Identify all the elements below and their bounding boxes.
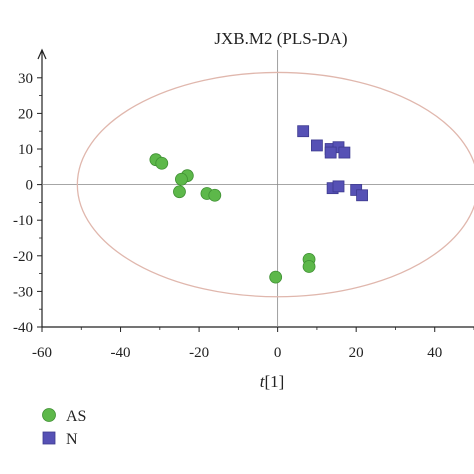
- data-point-n: [338, 146, 351, 159]
- data-point-as: [302, 260, 316, 273]
- y-axis-arrow: [37, 48, 47, 60]
- axes: -40 -30 -20 -10 0 10 20 30 -60 -40 -20 0 20 40: [13, 48, 474, 361]
- y-tick-label: -10: [13, 213, 33, 229]
- x-tick-label: 20: [349, 345, 364, 361]
- data-point-n: [324, 146, 337, 159]
- data-points: [149, 125, 368, 284]
- hotelling-t2-ellipse: [76, 71, 474, 298]
- y-tick-label: -20: [13, 249, 33, 265]
- legend-label-as: AS: [66, 408, 86, 425]
- data-point-n: [356, 189, 368, 202]
- data-point-n: [297, 125, 310, 138]
- data-point-as: [175, 172, 188, 186]
- x-axis-label-rest: [1]: [264, 372, 284, 391]
- x-tick-label: -60: [32, 345, 52, 361]
- confidence-ellipse-layer: [76, 71, 474, 298]
- legend-label-n: N: [66, 431, 78, 448]
- x-tick-label: -20: [189, 345, 209, 361]
- y-tick-label: 0: [26, 178, 34, 194]
- y-tick-label: 20: [18, 106, 33, 122]
- legend-marker-n: [42, 431, 56, 445]
- x-axis-label: t[1]: [260, 372, 285, 391]
- x-tick-label: 40: [427, 345, 442, 361]
- data-point-as: [155, 156, 169, 170]
- chart-title: JXB.M2 (PLS-DA): [214, 29, 347, 48]
- legend-marker-as: [42, 408, 56, 422]
- x-axis-label-italic: t: [260, 372, 266, 391]
- x-tick-label: 0: [274, 345, 282, 361]
- x-tick-label: -40: [111, 345, 131, 361]
- data-point-n: [332, 180, 345, 193]
- data-point-as: [208, 188, 222, 202]
- legend: AS N: [42, 408, 86, 448]
- y-tick-label: -40: [13, 320, 33, 336]
- y-tick-label: 30: [18, 71, 33, 87]
- data-point-as: [269, 270, 283, 284]
- y-tick-label: -30: [13, 284, 33, 300]
- data-point-as: [173, 185, 186, 199]
- y-tick-label: 10: [18, 142, 33, 158]
- data-point-n: [311, 139, 323, 152]
